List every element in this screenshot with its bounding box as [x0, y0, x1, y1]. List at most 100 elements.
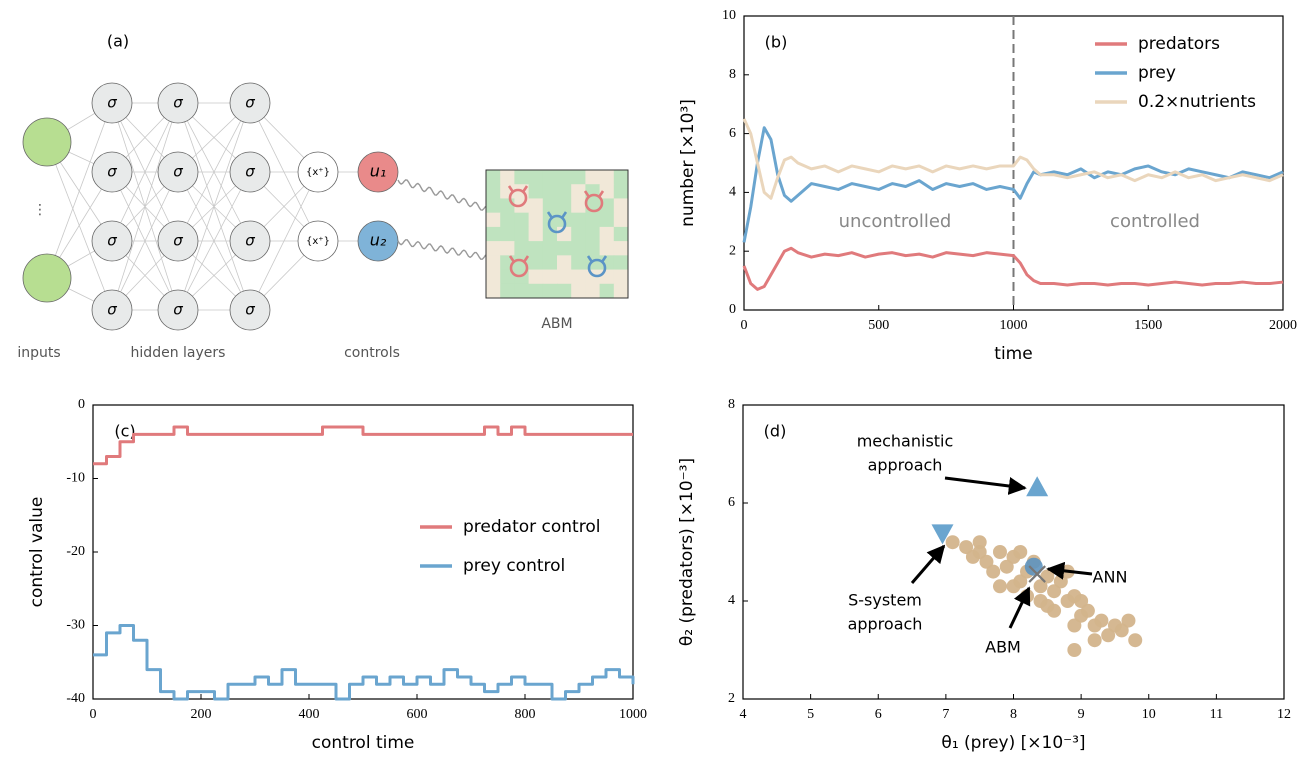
y-tick-label: 10: [722, 8, 736, 23]
x-tick-label: 1000: [1000, 318, 1028, 333]
abm-cell: [528, 226, 544, 242]
hidden-node: [91, 289, 133, 331]
abm-cell: [514, 241, 530, 256]
x-tick-label: 0: [90, 707, 97, 722]
x-tick-label: 10: [1142, 707, 1156, 722]
x-tick-label: 400: [299, 707, 320, 722]
abm-cell: [486, 255, 501, 271]
annotation: controlled: [1110, 211, 1200, 232]
panel-label: (a): [107, 32, 129, 51]
hidden-node: [229, 289, 271, 331]
control-node: [357, 151, 399, 193]
sample-point: [1074, 594, 1089, 608]
sample-point: [945, 535, 960, 550]
abm-cell: [613, 241, 629, 256]
abm-cell: [557, 198, 572, 214]
abm-cell: [486, 226, 501, 242]
sample-point: [1067, 618, 1082, 633]
abm-cell: [514, 170, 530, 185]
annotation: ANN: [1093, 568, 1128, 587]
abm-cell: [585, 269, 601, 285]
y-tick-label: 8: [728, 397, 735, 412]
hidden-symbol: σ: [173, 163, 183, 181]
abm-cell: [528, 255, 544, 271]
agent: [547, 214, 567, 234]
wave: [397, 239, 491, 260]
abm-cell: [599, 269, 615, 285]
hidden-node: [157, 289, 199, 331]
abm-cell: [500, 198, 515, 214]
abm-cell: [528, 241, 544, 256]
marker: [1024, 557, 1043, 576]
diagram-label: controls: [344, 345, 400, 361]
abm-cell: [613, 255, 629, 271]
y-tick-label: 2: [729, 243, 736, 258]
sample-point: [1087, 633, 1102, 648]
x-tick-label: 1500: [1134, 318, 1162, 333]
abm-cell: [571, 212, 586, 228]
sample-point: [1114, 623, 1129, 638]
abm-cell: [599, 226, 615, 242]
rectifier-label: {x⁺}: [306, 167, 330, 178]
abm-cell: [542, 198, 558, 214]
abm-cell: [528, 198, 544, 214]
sample-point: [986, 564, 1001, 579]
edge: [46, 102, 113, 279]
hidden-symbol: σ: [107, 163, 117, 181]
sample-point: [992, 545, 1007, 559]
x-tick-label: 600: [407, 707, 428, 722]
abm-cell: [542, 269, 558, 285]
input-node: [22, 117, 72, 167]
abm-cell: [514, 283, 530, 299]
abm-cell: [613, 226, 629, 242]
y-tick-label: 4: [728, 593, 735, 608]
abm-cell: [599, 170, 615, 185]
sample-point: [972, 535, 987, 550]
edge: [111, 102, 179, 311]
marker: [1028, 565, 1046, 583]
x-tick-label: 2000: [1269, 318, 1297, 333]
agent-ears: [507, 185, 529, 193]
hidden-symbol: σ: [245, 232, 255, 250]
sample-point: [1040, 598, 1055, 613]
control-label: u₁: [370, 162, 387, 181]
sample-point: [1006, 579, 1021, 594]
edge: [177, 171, 251, 311]
x-tick-label: 6: [875, 707, 882, 722]
abm-cell: [500, 269, 515, 285]
abm-cell: [585, 226, 601, 242]
y-axis-label: number [×10³]: [678, 99, 698, 227]
annotation: S-system: [848, 591, 922, 610]
abm-cell: [571, 226, 586, 242]
sample-point: [979, 554, 994, 569]
y-tick-label: 8: [729, 67, 736, 82]
hidden-node: [157, 82, 199, 124]
panel-label: (b): [765, 33, 788, 52]
x-tick-label: 0: [741, 318, 748, 333]
legend-label: 0.2×nutrients: [1138, 92, 1256, 112]
diagram-label: hidden layers: [131, 345, 226, 361]
input-node: [22, 253, 72, 303]
panel-label: (d): [764, 422, 787, 441]
annotation-arrow: [1046, 561, 1093, 580]
abm-cell: [514, 226, 530, 242]
rectifier-node: [297, 151, 339, 193]
sample-point: [1040, 569, 1055, 584]
y-tick-label: 4: [729, 185, 736, 200]
abm-cell: [500, 212, 515, 228]
abm-cell: [585, 283, 601, 299]
sample-point: [1128, 633, 1143, 648]
wave: [397, 179, 491, 211]
abm-cell: [599, 283, 615, 299]
abm-cell: [542, 170, 558, 185]
abm-cell: [571, 170, 586, 185]
sample-point: [1047, 584, 1062, 599]
y-tick-label: 0: [78, 397, 85, 412]
abm-cell: [514, 212, 530, 228]
edge: [177, 102, 251, 242]
abm-cell: [542, 241, 558, 256]
abm-cell: [500, 283, 515, 299]
x-tick-label: 8: [1010, 707, 1017, 722]
hidden-symbol: σ: [173, 301, 183, 319]
